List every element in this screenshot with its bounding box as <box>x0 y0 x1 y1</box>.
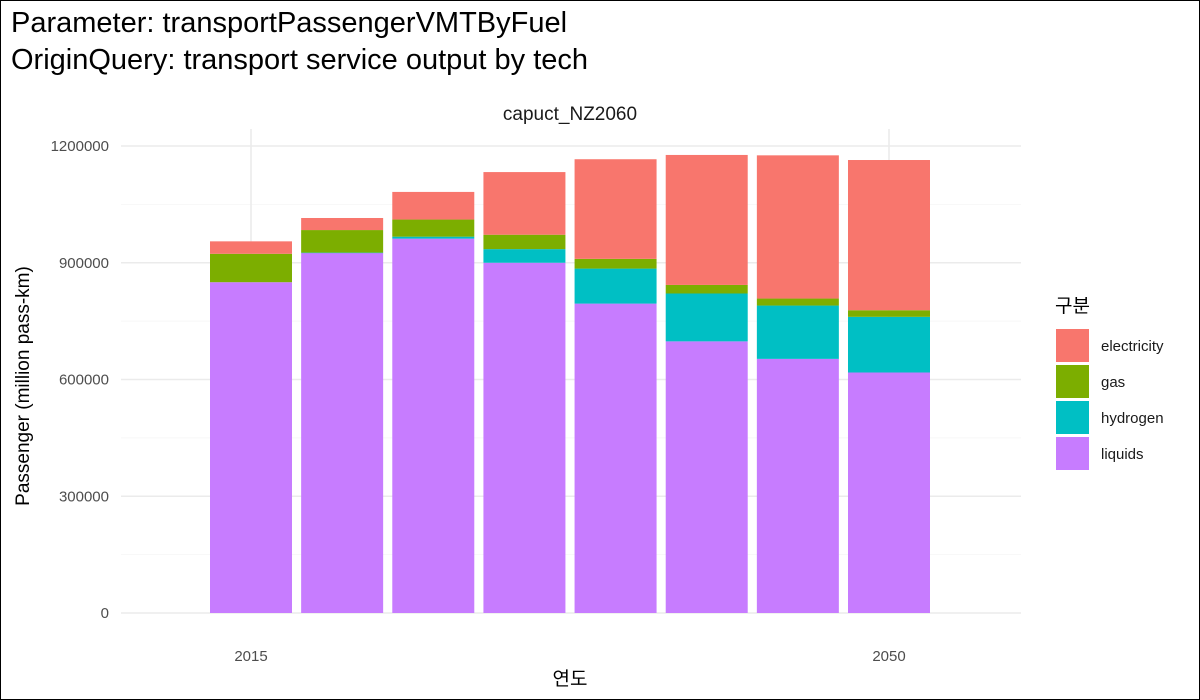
x-axis-title: 연도 <box>553 668 588 690</box>
legend-swatch-gas <box>1056 365 1089 398</box>
y-axis-title: Passenger (million pass-km) <box>13 266 34 506</box>
bar-segment-liquids-2030 <box>483 262 566 613</box>
y-tick-labels: 0 300000 600000 900000 1200000 <box>51 138 109 622</box>
bar-segment-liquids-2015 <box>210 282 292 613</box>
bar-segment-hydrogen-2030 <box>483 249 566 263</box>
chart-title-line2: OriginQuery: transport service output by… <box>11 44 589 76</box>
bar-segment-gas-2025 <box>392 219 475 237</box>
x-tick-label: 2015 <box>234 648 267 665</box>
bar-segment-gas-2030 <box>483 234 566 250</box>
bar-segment-hydrogen-2045 <box>756 305 839 359</box>
bar-segment-liquids-2035 <box>574 303 657 613</box>
bar-segment-gas-2040 <box>665 284 748 294</box>
bar-segment-hydrogen-2035 <box>574 268 657 304</box>
bar-segment-liquids-2050 <box>848 372 930 613</box>
y-tick-label: 900000 <box>59 255 109 272</box>
bar-segment-gas-2035 <box>574 258 657 269</box>
bar-segment-electricity-2015 <box>210 241 292 254</box>
bar-segment-electricity-2030 <box>483 172 566 235</box>
y-tick-label: 1200000 <box>51 138 109 155</box>
bar-segment-hydrogen-2020 <box>301 252 384 254</box>
legend-label-liquids: liquids <box>1101 446 1144 463</box>
legend-label-electricity: electricity <box>1101 338 1164 355</box>
bar-segment-hydrogen-2050 <box>848 316 930 373</box>
bar-segment-electricity-2045 <box>756 155 839 299</box>
legend-label-gas: gas <box>1101 374 1125 391</box>
legend: 구분 electricity gas hydrogen liquids <box>1055 295 1164 470</box>
bar-segment-liquids-2020 <box>301 253 384 614</box>
bar-segment-liquids-2045 <box>756 358 839 613</box>
bar-segment-gas-2020 <box>301 230 384 253</box>
legend-swatch-hydrogen <box>1056 401 1089 434</box>
bar-segment-liquids-2025 <box>392 238 475 613</box>
bar-segment-hydrogen-2025 <box>392 236 475 239</box>
bar-segment-electricity-2020 <box>301 217 384 231</box>
bar-segment-electricity-2025 <box>392 191 475 220</box>
bar-segment-electricity-2040 <box>665 154 748 285</box>
legend-swatch-electricity <box>1056 329 1089 362</box>
facet-label: capuct_NZ2060 <box>503 104 637 125</box>
chart-title-line1: Parameter: transportPassengerVMTByFuel <box>11 7 568 39</box>
bar-segment-liquids-2040 <box>665 341 748 613</box>
legend-swatch-liquids <box>1056 437 1089 470</box>
bar-segment-electricity-2050 <box>848 160 930 311</box>
bar-segment-gas-2015 <box>210 253 292 283</box>
y-tick-label: 600000 <box>59 372 109 389</box>
bar-segment-gas-2045 <box>756 298 839 306</box>
bar-segment-gas-2050 <box>848 310 930 317</box>
bar-segment-hydrogen-2040 <box>665 293 748 342</box>
y-tick-label: 300000 <box>59 488 109 505</box>
bar-segment-electricity-2035 <box>574 159 657 259</box>
x-tick-labels: 2015 2050 <box>234 648 905 665</box>
x-tick-label: 2050 <box>872 648 905 665</box>
legend-title: 구분 <box>1055 295 1090 317</box>
y-tick-label: 0 <box>101 605 109 622</box>
bars <box>210 154 930 614</box>
legend-label-hydrogen: hydrogen <box>1101 410 1164 427</box>
